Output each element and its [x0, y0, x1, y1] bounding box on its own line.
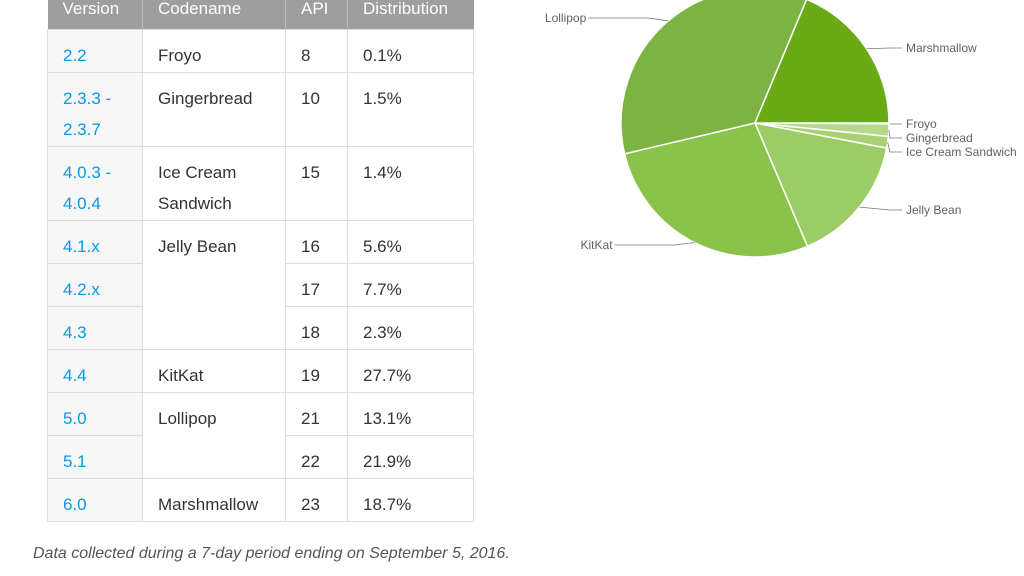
- pie-label: Lollipop: [545, 11, 587, 25]
- distribution-cell: 7.7%: [347, 262, 474, 307]
- codename-cell: Jelly Bean: [142, 219, 286, 350]
- api-cell: 19: [285, 348, 348, 393]
- pie-slice-jelly-bean: [753, 121, 888, 248]
- version-link[interactable]: 4.1.x: [47, 219, 143, 264]
- table-row: 5.0 Lollipop 21 13.1%: [47, 391, 474, 479]
- pie-label: Jelly Bean: [906, 203, 961, 217]
- pie-label: Froyo: [906, 117, 937, 131]
- pie-label: Ice Cream Sandwich: [906, 145, 1017, 159]
- codename-cell: Ice Cream Sandwich: [142, 145, 286, 221]
- api-cell: 22: [285, 434, 348, 479]
- table-row: 5.1 22 21.9%: [47, 434, 474, 479]
- footnote: Data collected during a 7-day period end…: [33, 545, 510, 562]
- header-version: Version: [47, 0, 143, 29]
- api-cell: 15: [285, 145, 348, 221]
- version-link[interactable]: 4.0.3 - 4.0.4: [47, 145, 143, 221]
- distribution-cell: 1.4%: [347, 145, 474, 221]
- table-row: 4.3 18 2.3%: [47, 305, 474, 350]
- version-link[interactable]: 6.0: [47, 477, 143, 522]
- table-row: 4.4 KitKat 19 27.7%: [47, 348, 474, 393]
- table-row: 4.1.x Jelly Bean 16 5.6%: [47, 219, 474, 350]
- version-link[interactable]: 5.1: [47, 434, 143, 479]
- codename-cell: Gingerbread: [142, 71, 286, 147]
- distribution-cell: 2.3%: [347, 305, 474, 350]
- header-distribution: Distribution: [347, 0, 474, 29]
- distribution-cell: 13.1%: [347, 391, 474, 436]
- codename-cell: Froyo: [142, 28, 286, 73]
- pie-label: Marshmallow: [906, 41, 977, 55]
- version-link[interactable]: 4.4: [47, 348, 143, 393]
- distribution-cell: 21.9%: [347, 434, 474, 479]
- pie-label: Gingerbread: [906, 131, 973, 145]
- version-link[interactable]: 2.3.3 - 2.3.7: [47, 71, 143, 147]
- api-cell: 10: [285, 71, 348, 147]
- table-header-row: Version Codename API Distribution: [47, 0, 474, 29]
- distribution-cell: 0.1%: [347, 28, 474, 73]
- codename-cell: Lollipop: [142, 391, 286, 479]
- codename-cell: Marshmallow: [142, 477, 286, 522]
- pie-callout-line: [866, 47, 902, 50]
- pie-callout-line: [888, 123, 902, 125]
- api-cell: 18: [285, 305, 348, 350]
- codename-cell: KitKat: [142, 348, 286, 393]
- table-row: 4.0.3 - 4.0.4 Ice Cream Sandwich 15 1.4%: [47, 145, 474, 221]
- pie-slice-kitkat: [623, 122, 809, 258]
- distribution-cell: 27.7%: [347, 348, 474, 393]
- pie-slice-marshmallow: [753, 0, 890, 124]
- pie-callout-line: [588, 17, 669, 22]
- pie-callout-line: [888, 130, 902, 139]
- api-cell: 8: [285, 28, 348, 73]
- pie-callout-line: [859, 206, 902, 211]
- version-link[interactable]: 5.0: [47, 391, 143, 436]
- distribution-cell: 5.6%: [347, 219, 474, 264]
- version-link[interactable]: 4.2.x: [47, 262, 143, 307]
- pie-callout-line: [614, 242, 695, 246]
- distribution-cell: 18.7%: [347, 477, 474, 522]
- distribution-table: Version Codename API Distribution 2.2 Fr…: [47, 0, 474, 522]
- table-row: 6.0 Marshmallow 23 18.7%: [47, 477, 474, 522]
- table-row: 2.3.3 - 2.3.7 Gingerbread 10 1.5%: [47, 71, 474, 147]
- api-cell: 16: [285, 219, 348, 264]
- distribution-cell: 1.5%: [347, 71, 474, 147]
- pie-label: KitKat: [581, 238, 614, 252]
- table-row: 4.2.x 17 7.7%: [47, 262, 474, 307]
- table-row: 2.2 Froyo 8 0.1%: [47, 28, 474, 73]
- pie-callout-line: [887, 142, 902, 153]
- version-link[interactable]: 4.3: [47, 305, 143, 350]
- header-codename: Codename: [142, 0, 286, 29]
- api-cell: 17: [285, 262, 348, 307]
- pie-slice-lollipop: [620, 0, 808, 155]
- api-cell: 21: [285, 391, 348, 436]
- version-link[interactable]: 2.2: [47, 28, 143, 73]
- api-cell: 23: [285, 477, 348, 522]
- header-api: API: [285, 0, 348, 29]
